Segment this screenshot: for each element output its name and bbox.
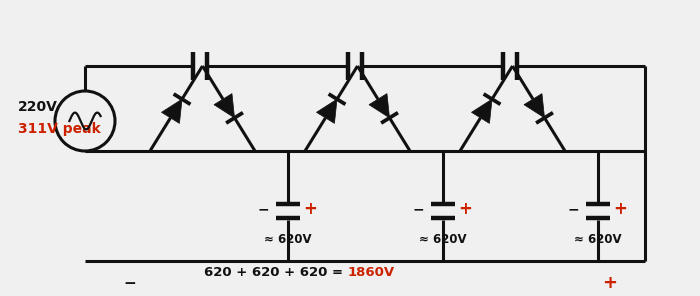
Text: ≈ 620V: ≈ 620V: [264, 233, 312, 246]
Polygon shape: [214, 94, 234, 118]
Text: −: −: [412, 202, 423, 216]
Text: −: −: [124, 276, 136, 290]
Polygon shape: [524, 94, 545, 118]
Text: ≈ 620V: ≈ 620V: [419, 233, 467, 246]
Polygon shape: [316, 99, 337, 123]
Text: +: +: [303, 200, 317, 218]
Text: ≈ 620V: ≈ 620V: [574, 233, 622, 246]
Text: 220V: 220V: [18, 100, 58, 114]
Text: +: +: [603, 274, 617, 292]
Text: 620 + 620 + 620 =: 620 + 620 + 620 =: [204, 266, 348, 279]
Polygon shape: [369, 94, 389, 118]
Text: −: −: [257, 202, 269, 216]
Text: +: +: [458, 200, 472, 218]
Text: 311V peak: 311V peak: [18, 122, 101, 136]
Text: −: −: [567, 202, 579, 216]
Text: +: +: [613, 200, 627, 218]
Text: 1860V: 1860V: [348, 266, 395, 279]
Polygon shape: [472, 99, 492, 123]
Polygon shape: [162, 99, 182, 123]
